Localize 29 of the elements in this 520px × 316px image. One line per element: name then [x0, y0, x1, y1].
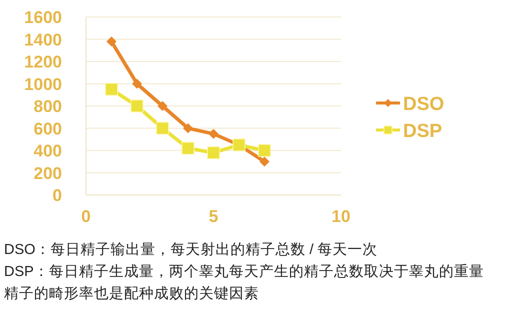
point: [260, 156, 270, 167]
point: [130, 100, 144, 112]
point: [158, 101, 168, 111]
point: [105, 82, 118, 96]
x-tick-label: 0: [81, 207, 91, 226]
point: [156, 122, 169, 135]
point: [208, 128, 218, 139]
point: [132, 78, 142, 89]
point: [183, 123, 193, 134]
point: [258, 144, 271, 157]
text: DSP：每日精子生成量，两个睾丸每天产生的精子总数取决于睾丸的重量: [4, 263, 484, 281]
y-tick-label: 600: [34, 119, 62, 138]
y-tick-label: 1000: [24, 74, 62, 94]
point: [182, 142, 194, 155]
y-tick-label: 1600: [24, 8, 62, 27]
point: [106, 36, 116, 46]
legend-label: DSO: [403, 94, 444, 115]
y-tick-label: 200: [34, 164, 62, 183]
text: DSO：每日精子输出量，每天射出的精子总数 / 每天一次: [4, 241, 378, 259]
y-tick-label: 0: [52, 186, 62, 205]
y-tick-label: 1400: [24, 30, 62, 50]
legend-label: DSP: [403, 121, 442, 142]
y-tick-label: 400: [34, 142, 62, 160]
y-tick-label: 800: [34, 97, 62, 116]
point: [207, 146, 220, 160]
x-tick-label: 5: [208, 207, 218, 226]
y-tick-label: 1200: [24, 52, 62, 72]
x-tick-label: 10: [332, 207, 350, 226]
text: 精子的畸形率也是配种成败的关键因素: [4, 284, 259, 303]
